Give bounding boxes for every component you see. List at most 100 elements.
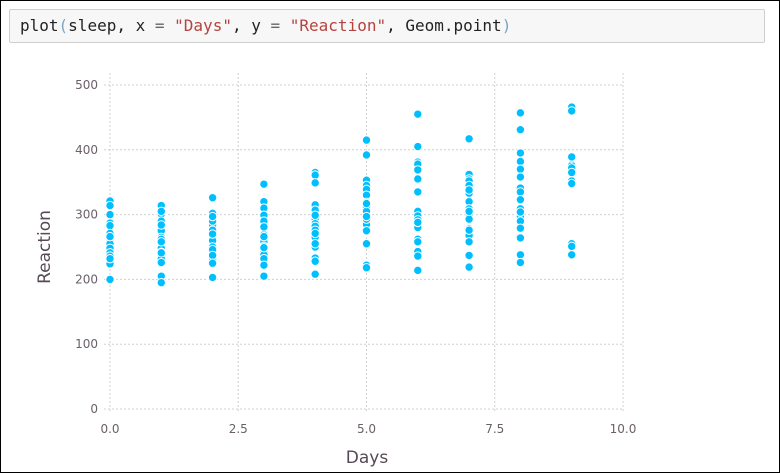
data-point [310,170,320,180]
y-tick-label: 400 [75,143,98,157]
data-point [156,257,167,268]
data-point [156,206,167,217]
data-point [413,187,423,197]
data-point [105,231,115,242]
data-point [105,220,115,231]
code-arg-data: sleep [68,16,117,35]
data-point [567,250,577,260]
x-tick-label: 5.0 [357,422,376,436]
data-point [413,251,423,261]
data-point [361,226,372,236]
data-point [207,229,218,239]
data-point [515,250,526,260]
data-point [515,108,526,118]
data-point [515,125,526,135]
data-point [515,207,526,217]
y-axis-ticks: 0 100 200 300 400 500 [75,78,98,416]
data-point [515,194,526,205]
x-tick-label: 0.0 [100,422,119,436]
data-point [515,148,526,158]
data-point [413,109,423,119]
data-point [156,237,167,247]
data-point [310,210,320,220]
data-point [310,228,320,239]
data-points [105,102,577,288]
scatter-chart: 0 100 200 300 400 500 0.0 2.5 5.0 7.5 10.0 Days R… [35,73,636,468]
data-point [259,260,269,270]
data-point [259,222,269,232]
data-point [464,206,474,217]
data-point [413,141,423,152]
data-point [105,274,115,285]
data-point [156,277,167,288]
code-sep: , [231,16,252,35]
data-point [105,209,115,220]
data-point [464,237,474,247]
data-point [207,250,218,261]
y-tick-label: 100 [75,337,98,351]
y-tick-label: 200 [75,272,98,286]
code-equals: = [145,16,175,35]
y-tick-label: 500 [75,78,98,92]
data-point [464,214,474,224]
data-point [515,223,526,233]
data-point [515,187,526,197]
data-point [464,250,474,261]
code-x-keyword: x [135,16,146,35]
data-point [515,156,526,167]
data-point [361,150,372,160]
data-point [361,198,372,209]
data-point [567,178,577,189]
data-point [361,135,372,145]
x-axis-title: Days [346,448,389,468]
code-geom: Geom.point [405,16,502,35]
x-tick-label: 7.5 [485,422,504,436]
data-point [413,174,423,184]
data-point [413,237,423,247]
x-tick-label: 10.0 [610,422,637,436]
data-point [567,241,577,252]
data-point [207,193,218,203]
data-point [515,172,526,182]
data-point [567,106,577,116]
code-y-keyword: y [251,16,261,35]
data-point [361,263,372,273]
x-axis-ticks: 0.0 2.5 5.0 7.5 10.0 [100,422,636,436]
code-equals: = [260,16,290,35]
data-point [361,211,372,222]
data-point [413,265,423,276]
data-point [207,272,218,283]
x-tick-label: 2.5 [229,422,248,436]
data-point [259,242,269,253]
data-point [207,258,218,268]
code-x-value: "Days" [174,16,232,35]
code-close-paren: ) [501,16,512,35]
code-open-paren: ( [58,16,69,35]
code-cell[interactable]: plot(sleep, x = "Days", y = "Reaction", … [9,9,765,43]
data-point [361,239,372,249]
y-tick-label: 0 [90,402,98,416]
data-point [310,269,320,279]
code-y-value: "Reaction" [289,16,387,35]
code-sep: , [116,16,136,35]
data-point [464,134,474,144]
data-point [259,231,269,242]
code-sep: , [386,16,406,35]
y-axis-title: Reaction [35,210,55,284]
code-line[interactable]: plot(sleep, x = "Days", y = "Reaction", … [20,16,511,35]
data-point [105,253,115,264]
data-point [156,248,167,258]
data-point [259,271,269,281]
data-point [259,179,269,189]
data-point [413,165,423,175]
data-point [567,167,577,178]
y-tick-label: 300 [75,208,98,222]
code-fn: plot [20,16,59,35]
data-point [464,185,474,195]
data-point [515,257,526,268]
data-point [464,262,474,272]
data-point [310,256,320,266]
data-point [464,225,474,235]
data-point [156,220,167,230]
